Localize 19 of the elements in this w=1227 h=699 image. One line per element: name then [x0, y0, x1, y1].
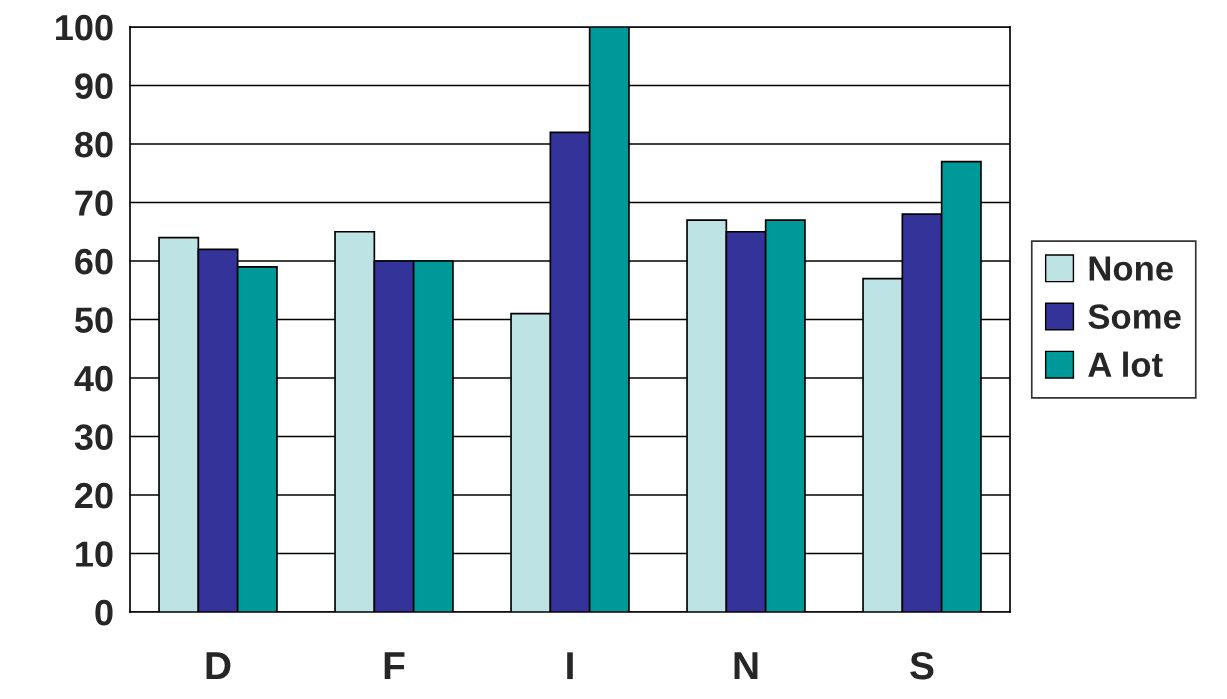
y-tick-label: 0	[95, 599, 113, 626]
y-tick-label: 20	[75, 482, 113, 509]
y-tick-label: 30	[74, 424, 113, 450]
y-tick-label: 50	[74, 307, 113, 333]
x-tick-label: D	[206, 652, 231, 680]
y-tick-label: 90	[75, 73, 113, 99]
x-tick-label: N	[734, 652, 758, 680]
y-tick-label: 80	[75, 131, 113, 158]
y-tick-label: 70	[75, 190, 113, 216]
legend-label: A lot	[1088, 351, 1163, 378]
y-tick-label: 40	[74, 365, 113, 392]
legend-label: Some	[1088, 304, 1181, 329]
x-tick-label: F	[384, 652, 405, 680]
y-tick-label: 10	[76, 541, 113, 567]
legend-label: None	[1089, 256, 1173, 281]
y-tick-label: 60	[75, 248, 113, 275]
x-tick-label: S	[910, 651, 934, 680]
x-tick-label: I	[567, 652, 573, 680]
y-tick-label: 100	[56, 14, 113, 41]
